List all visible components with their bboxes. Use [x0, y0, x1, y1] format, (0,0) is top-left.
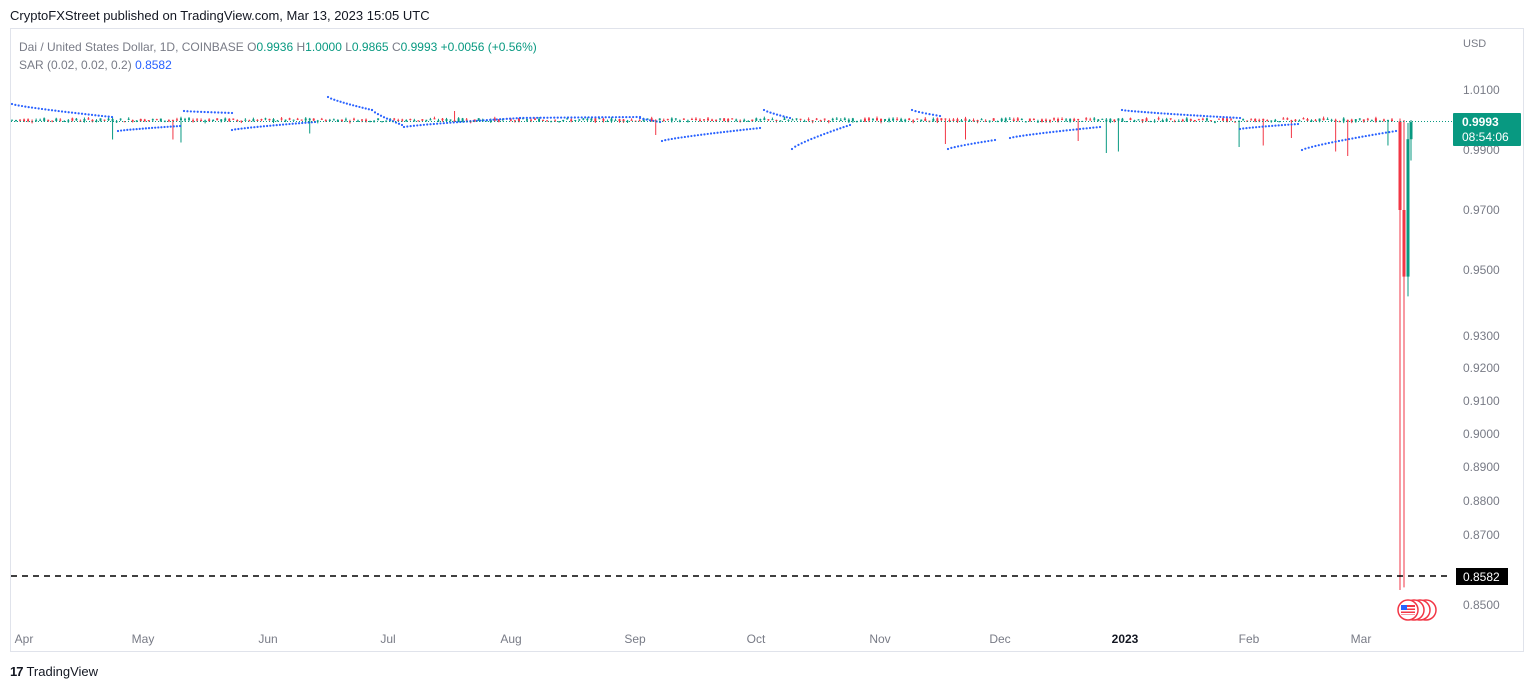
- close-label: C: [391, 40, 401, 54]
- sar-row: SAR (0.02, 0.02, 0.2) 0.8582: [19, 56, 537, 74]
- close-value: 0.9993: [400, 40, 438, 54]
- sar-value: 0.8582: [135, 58, 172, 72]
- footer-brand[interactable]: 17 TradingView: [10, 664, 98, 679]
- publisher-line: CryptoFXStreet published on TradingView.…: [10, 8, 430, 23]
- low-value: 0.9865: [351, 40, 389, 54]
- low-label: L: [345, 40, 352, 54]
- chart-legend: Dai / United States Dollar, 1D, COINBASE…: [19, 38, 537, 74]
- footer-brand-label: TradingView: [26, 664, 99, 679]
- ohlc-row: Dai / United States Dollar, 1D, COINBASE…: [19, 38, 537, 56]
- sar-label[interactable]: SAR (0.02, 0.02, 0.2): [19, 58, 132, 72]
- symbol-title[interactable]: Dai / United States Dollar, 1D, COINBASE: [19, 40, 244, 54]
- tradingview-logo-icon: 17: [10, 664, 24, 679]
- high-value: 1.0000: [305, 40, 342, 54]
- chart-frame: [10, 28, 1524, 652]
- high-label: H: [296, 40, 306, 54]
- open-value: 0.9936: [256, 40, 294, 54]
- change-value: +0.0056 (+0.56%): [440, 40, 537, 54]
- open-label: O: [247, 40, 257, 54]
